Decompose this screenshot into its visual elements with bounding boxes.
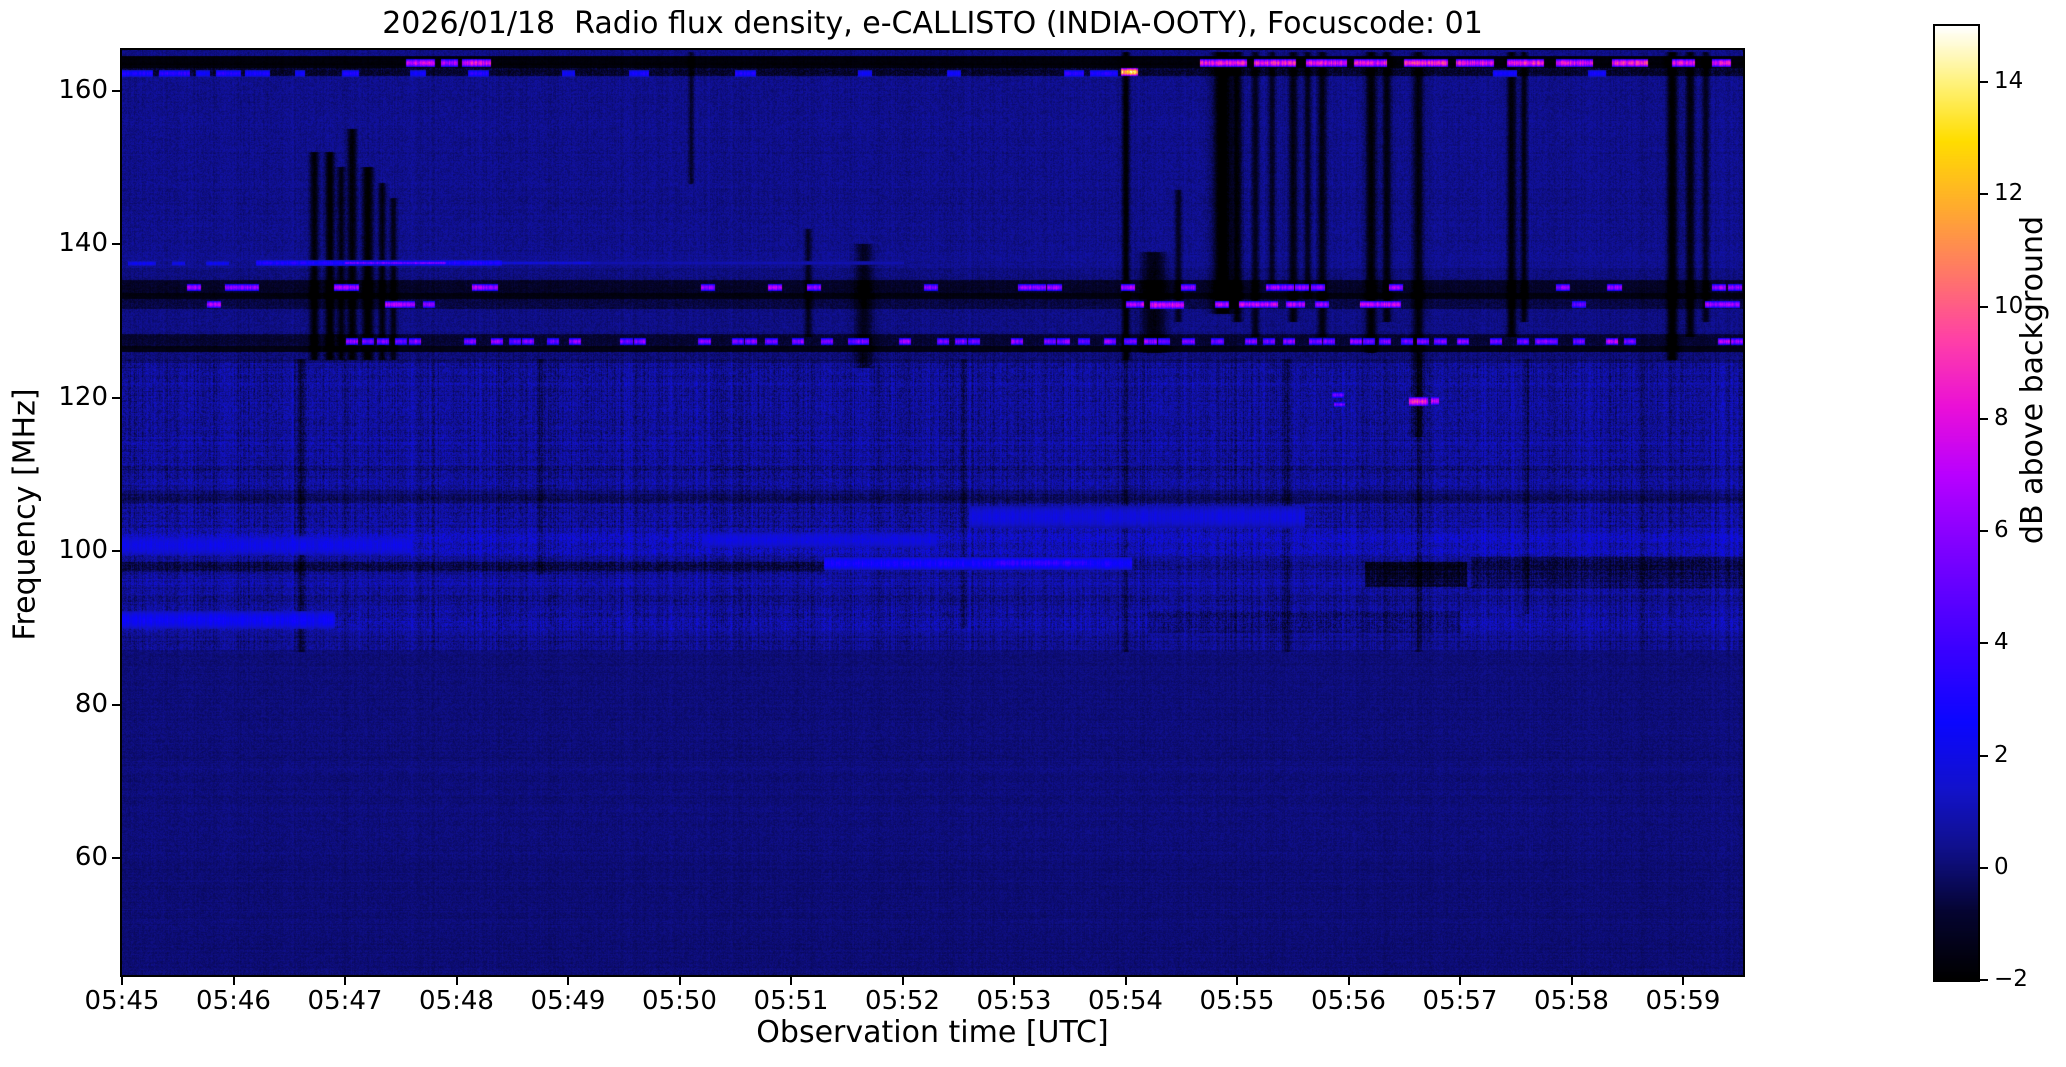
x-tick-mark xyxy=(455,977,458,985)
x-tick-label: 05:45 xyxy=(84,986,160,1016)
colorbar-tick-mark xyxy=(1980,866,1988,869)
y-tick-mark xyxy=(112,396,120,399)
x-tick-label: 05:54 xyxy=(1088,986,1163,1016)
colorbar-tick-label: 10 xyxy=(1994,292,2024,319)
x-tick-label: 05:50 xyxy=(642,986,717,1016)
x-tick-mark xyxy=(344,977,346,985)
x-tick-mark xyxy=(567,977,569,985)
colorbar-tick-mark xyxy=(1980,193,1988,196)
x-tick-label: 05:53 xyxy=(976,986,1052,1016)
colorbar-tick-mark xyxy=(1980,642,1988,645)
colorbar-tick-mark xyxy=(1980,305,1988,308)
x-tick-label: 05:49 xyxy=(530,986,606,1016)
x-axis-label: Observation time [UTC] xyxy=(756,1015,1109,1050)
plot-area xyxy=(120,48,1745,977)
colorbar-tick-mark xyxy=(1980,754,1988,757)
x-tick-mark xyxy=(790,977,792,985)
colorbar-tick-label: 0 xyxy=(1994,853,2009,880)
y-tick-label: 160 xyxy=(58,74,108,105)
x-tick-mark xyxy=(901,977,904,985)
colorbar-tick-label: 2 xyxy=(1994,741,2009,768)
x-tick-label: 05:47 xyxy=(307,986,383,1016)
y-tick-mark xyxy=(112,550,120,553)
spectrogram-canvas xyxy=(122,50,1743,975)
x-tick-mark xyxy=(1570,977,1573,985)
x-tick-mark xyxy=(1459,977,1461,985)
x-tick-mark xyxy=(232,977,235,985)
y-tick-mark xyxy=(112,89,120,92)
x-tick-label: 05:55 xyxy=(1199,986,1275,1016)
figure-title: 2026/01/18 Radio flux density, e-CALLIST… xyxy=(382,6,1483,41)
x-tick-mark xyxy=(1682,977,1684,985)
colorbar-tick-label: −2 xyxy=(1994,966,2028,992)
y-tick-mark xyxy=(112,243,120,246)
y-axis-label: Frequency [MHz] xyxy=(7,388,43,641)
colorbar-tick-label: 14 xyxy=(1994,68,2024,95)
colorbar-tick-label: 12 xyxy=(1994,180,2024,207)
y-tick-label: 140 xyxy=(58,228,108,259)
y-tick-label: 60 xyxy=(74,842,108,873)
colorbar-tick-mark xyxy=(1980,81,1988,84)
y-tick-mark xyxy=(112,703,120,706)
x-tick-label: 05:59 xyxy=(1645,986,1721,1016)
x-tick-label: 05:48 xyxy=(419,986,494,1016)
y-tick-label: 100 xyxy=(58,535,108,566)
colorbar-tick-label: 8 xyxy=(1994,404,2009,431)
x-tick-mark xyxy=(1124,977,1127,985)
y-tick-label: 80 xyxy=(74,688,108,719)
x-tick-label: 05:51 xyxy=(753,986,829,1016)
x-tick-mark xyxy=(678,977,681,985)
colorbar-tick-mark xyxy=(1980,979,1988,981)
colorbar-tick-mark xyxy=(1980,417,1988,420)
x-tick-label: 05:58 xyxy=(1534,986,1609,1016)
colorbar-gradient xyxy=(1935,26,1978,980)
x-tick-mark xyxy=(1236,977,1238,985)
x-tick-label: 05:57 xyxy=(1422,986,1498,1016)
x-tick-mark xyxy=(1347,977,1350,985)
x-tick-label: 05:56 xyxy=(1311,986,1386,1016)
y-tick-label: 120 xyxy=(58,381,108,412)
x-tick-label: 05:46 xyxy=(196,986,271,1016)
colorbar xyxy=(1933,24,1980,982)
y-tick-mark xyxy=(112,857,120,860)
x-tick-mark xyxy=(1013,977,1015,985)
colorbar-tick-mark xyxy=(1980,530,1988,533)
x-tick-mark xyxy=(121,977,123,985)
colorbar-tick-label: 6 xyxy=(1994,517,2009,544)
x-tick-label: 05:52 xyxy=(865,986,940,1016)
colorbar-tick-label: 4 xyxy=(1994,629,2009,656)
